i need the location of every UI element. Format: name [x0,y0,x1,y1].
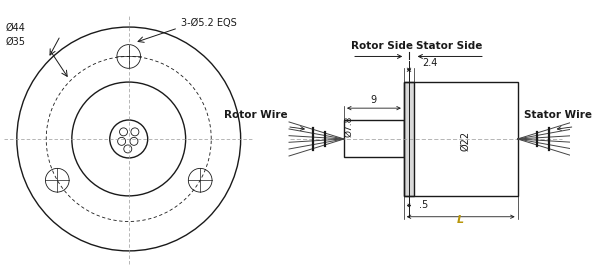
Text: Ø22: Ø22 [460,131,470,151]
Text: Stator Side: Stator Side [416,41,482,51]
Text: .5: .5 [419,200,428,210]
Text: Ø7.8: Ø7.8 [344,116,353,137]
Text: 9: 9 [371,95,377,106]
Text: Rotor Side: Rotor Side [352,41,413,51]
Text: L: L [457,216,464,225]
Text: 3-Ø5.2 EQS: 3-Ø5.2 EQS [181,18,236,28]
Bar [344,120,404,157]
Text: 2.4: 2.4 [422,58,437,68]
Text: Ø35: Ø35 [5,37,25,47]
Text: Ø44: Ø44 [5,23,25,33]
Bar [404,82,414,196]
Bar [404,82,518,196]
Text: Rotor Wire: Rotor Wire [224,110,288,120]
Text: Stator Wire: Stator Wire [524,110,592,120]
